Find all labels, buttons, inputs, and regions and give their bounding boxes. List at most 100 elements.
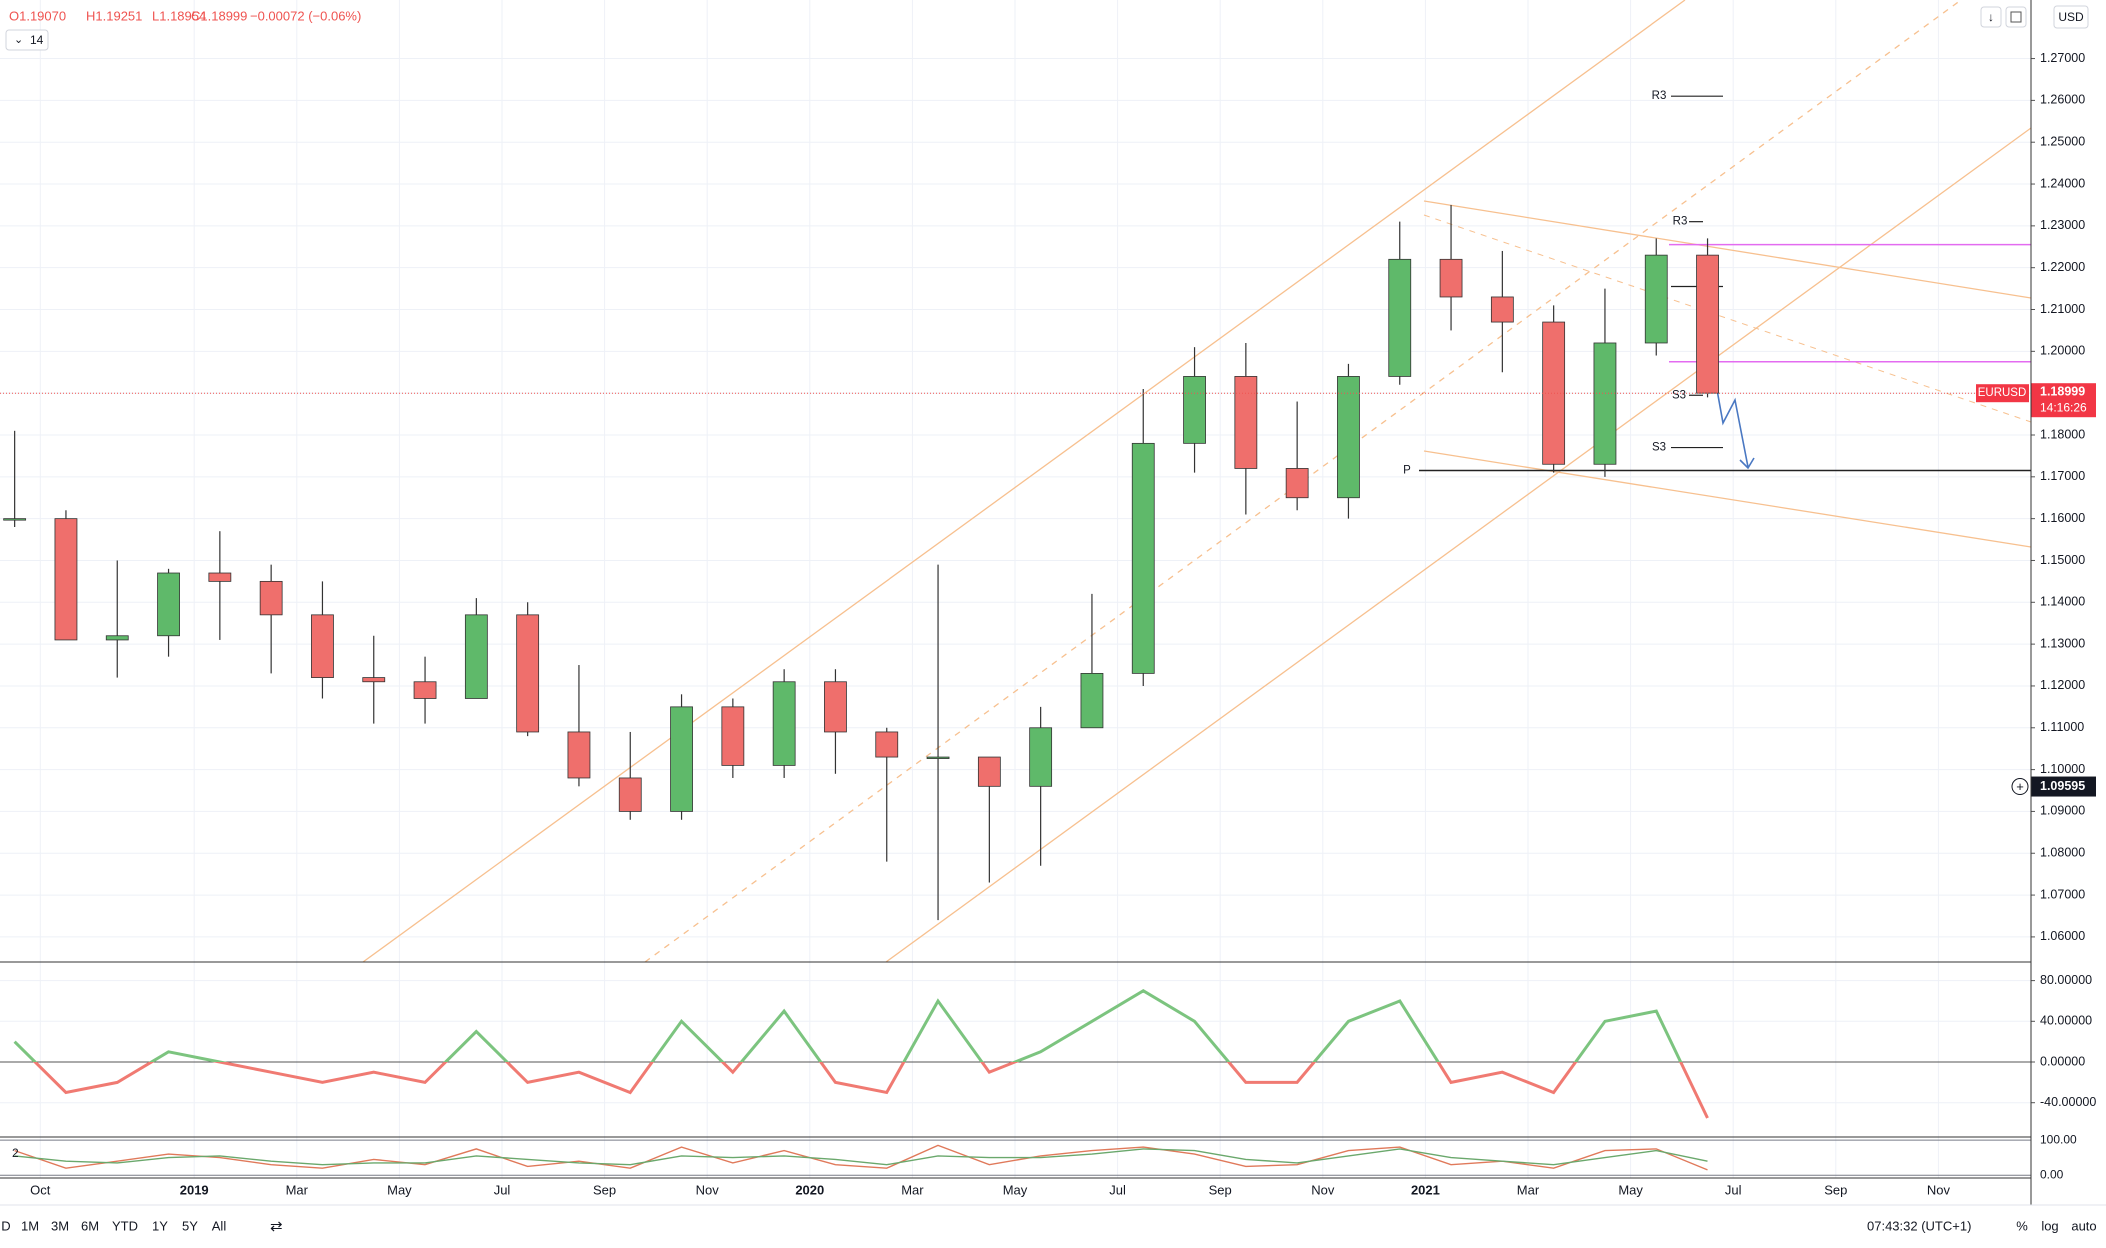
x-tick-label: Jul <box>494 1182 511 1197</box>
oscillator-line <box>14 1148 1708 1166</box>
plus-icon: + <box>2016 779 2024 794</box>
scale-button[interactable]: % <box>2016 1218 2028 1233</box>
channel-midline <box>644 0 1962 962</box>
candle-body <box>311 614 334 678</box>
x-tick-label: 2019 <box>180 1182 209 1197</box>
crosshair-label: 1.09595 <box>2040 779 2085 793</box>
candle-body <box>977 756 1001 787</box>
x-tick-label: May <box>387 1182 412 1197</box>
ohlc-low: L1.18954 <box>152 8 206 23</box>
y-tick-label: 1.20000 <box>2040 344 2085 358</box>
range-button[interactable]: 1M <box>21 1218 39 1233</box>
range-button[interactable]: All <box>212 1218 227 1233</box>
pivot-label: P <box>1403 465 1411 477</box>
clock: 07:43:32 (UTC+1) <box>1867 1218 1971 1233</box>
range-button[interactable]: 3M <box>51 1218 69 1233</box>
candle-body <box>1593 342 1617 465</box>
drawings <box>362 0 2031 962</box>
y-tick-label: 1.14000 <box>2040 595 2085 609</box>
candle-body <box>824 681 847 733</box>
candle-body <box>926 756 950 759</box>
y-tick-label: 1.11000 <box>2040 720 2084 734</box>
x-tick-label: Sep <box>1209 1182 1232 1197</box>
x-tick-label: Sep <box>1824 1182 1847 1197</box>
oscillator-line <box>13 989 1709 1119</box>
range-button[interactable]: YTD <box>112 1218 138 1233</box>
y-tick-label: 1.09000 <box>2040 804 2085 818</box>
y-tick-label: 1.16000 <box>2040 511 2085 525</box>
background <box>0 0 2031 1178</box>
scale-button[interactable]: auto <box>2071 1218 2096 1233</box>
y-tick-label: 0.00000 <box>2040 1054 2085 1068</box>
scroll-button[interactable] <box>1980 6 2002 28</box>
candle-body <box>772 681 796 766</box>
y-tick-label: 1.24000 <box>2040 176 2085 190</box>
y-tick-label: 1.15000 <box>2040 553 2085 567</box>
y-tick-label: 0.00 <box>2040 1167 2064 1181</box>
candle-body <box>259 580 283 616</box>
y-tick-label: 1.10000 <box>2040 762 2085 776</box>
add-alert-button[interactable] <box>2011 778 2029 796</box>
x-tick-label: Nov <box>696 1182 720 1197</box>
date-range-icon[interactable]: ⇄ <box>270 1218 283 1235</box>
range-button[interactable]: D <box>1 1218 10 1233</box>
x-tick-label: Mar <box>1517 1182 1540 1197</box>
ohlc-close: C1.18999 <box>191 8 247 23</box>
candle-body <box>1080 673 1104 729</box>
candle-body <box>413 681 437 699</box>
arrow-head <box>1739 457 1755 470</box>
currency: USD <box>2058 10 2084 24</box>
x-tick-label: 2021 <box>1411 1182 1440 1197</box>
channel-line <box>362 0 1686 962</box>
scale-button[interactable]: log <box>2041 1218 2058 1233</box>
crosshair-tag <box>2031 776 2096 797</box>
oscillator-line <box>14 1144 1708 1171</box>
y-tick-label: 1.08000 <box>2040 846 2085 860</box>
range-button[interactable]: 1Y <box>152 1218 168 1233</box>
reset-button[interactable] <box>2005 6 2027 28</box>
indicator-chip[interactable] <box>5 29 49 51</box>
x-tick-label: Nov <box>1927 1182 1951 1197</box>
ohlc-change: −0.00072 (−0.06%) <box>250 8 361 23</box>
candle-body <box>1183 376 1206 444</box>
candle-body <box>875 731 899 758</box>
x-tick-label: Sep <box>593 1182 616 1197</box>
range-button[interactable]: 6M <box>81 1218 99 1233</box>
scroll-icon: ↓ <box>1988 10 1994 24</box>
candle-body <box>670 706 693 812</box>
y-tick-label: 1.13000 <box>2040 636 2085 650</box>
ohlc-high: H1.19251 <box>86 8 142 23</box>
range-button[interactable]: 5Y <box>182 1218 198 1233</box>
x-tick-label: May <box>1618 1182 1643 1197</box>
candle-body <box>1337 376 1360 499</box>
pivot-label: R3 <box>1673 216 1688 228</box>
candle-body <box>1029 727 1053 787</box>
y-tick-label: 1.12000 <box>2040 678 2085 692</box>
countdown-label: 14:16:26 <box>2040 400 2087 414</box>
x-tick-label: Mar <box>286 1182 309 1197</box>
toolbar: D 1M 3M 6M YTD 1Y 5Y All% log auto <box>1 1218 2096 1233</box>
x-tick-label: Jul <box>1725 1182 1742 1197</box>
candle-body <box>208 572 232 582</box>
candle-body <box>1644 254 1668 344</box>
candle-body <box>1131 442 1155 674</box>
y-tick-label: 1.21000 <box>2040 302 2085 316</box>
candle-body <box>1439 258 1463 298</box>
channel-line <box>1423 450 2031 548</box>
candle-body <box>105 635 129 641</box>
candle-body <box>1234 376 1258 469</box>
currency-box[interactable] <box>2053 5 2089 29</box>
channel-line <box>1423 200 2031 299</box>
y-tick-label: 1.23000 <box>2040 218 2085 232</box>
candle-body <box>3 518 27 521</box>
candle-body <box>721 706 745 766</box>
candle-body <box>1490 296 1514 323</box>
x-tick-label: Nov <box>1311 1182 1335 1197</box>
symbol-tag <box>1976 384 2029 403</box>
x-tick-label: 2020 <box>795 1182 824 1197</box>
candle-body <box>567 731 591 779</box>
candle-body <box>464 614 488 699</box>
y-tick-label: 80.00000 <box>2040 973 2092 987</box>
x-tick-label: May <box>1003 1182 1028 1197</box>
